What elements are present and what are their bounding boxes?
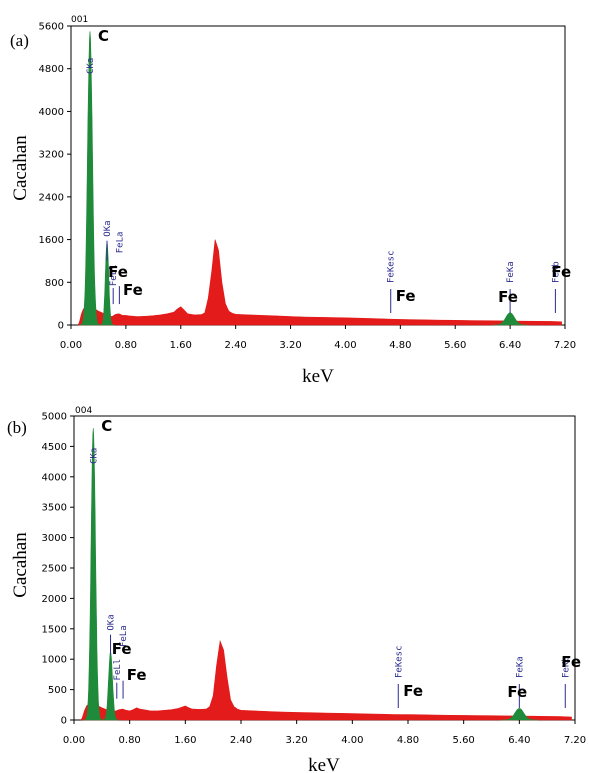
x-tick-label: 5.60 — [444, 340, 466, 351]
peak-CKa — [79, 31, 101, 326]
marker-label-CKa: CKa — [86, 58, 96, 74]
y-tick-label: 1600 — [39, 235, 64, 246]
spectrum-background — [80, 639, 572, 721]
y-tick-label: 3200 — [39, 150, 64, 161]
x-tick-label: 0.00 — [60, 340, 82, 351]
x-axis-title-a: keV — [302, 366, 334, 387]
panel-label-a: (a) — [10, 31, 29, 50]
plot-frame — [73, 415, 576, 721]
spectrum-background — [77, 239, 562, 326]
y-tick-label: 5000 — [42, 412, 67, 423]
x-tick-label: 1.60 — [174, 735, 196, 746]
x-tick-label: 3.20 — [279, 340, 301, 351]
panel-label-b: (b) — [7, 418, 27, 437]
x-tick-label: 4.80 — [389, 340, 411, 351]
marker-label-FeKb: FeKb — [561, 656, 571, 678]
x-tick-label: 4.00 — [334, 340, 356, 351]
marker-label-CKa: CKa — [89, 448, 99, 464]
x-tick-label: 3.20 — [286, 735, 308, 746]
element-label-fe: Fe — [127, 666, 147, 684]
y-tick-label: 4800 — [39, 64, 64, 75]
y-tick-label: 1000 — [42, 655, 67, 666]
x-tick-label: 2.40 — [230, 735, 252, 746]
marker-label-FeLl: FeLl — [113, 659, 123, 681]
marker-label-FeKa: FeKa — [515, 656, 525, 678]
y-tick-label: 0 — [61, 716, 67, 727]
x-tick-label: 1.60 — [170, 340, 192, 351]
y-tick-label: 2400 — [39, 192, 64, 203]
element-label-fe: Fe — [108, 263, 128, 281]
marker-label-FeKa: FeKa — [506, 261, 516, 283]
y-tick-label: 4500 — [42, 442, 67, 453]
panel-a: (a) 001 Cacahan keV 0.00 0.80 1.60 2.40 3.20… — [10, 15, 576, 387]
y-tick-label: 2000 — [42, 594, 67, 605]
x-axis-title-b: keV — [308, 755, 340, 773]
y-tick-label: 4000 — [39, 107, 64, 118]
plot-area-a: 0.00 0.80 1.60 2.40 3.20 4.00 4.80 5.60 6.40 7.20… — [39, 22, 577, 352]
x-tick-label: 0.00 — [63, 735, 85, 746]
x-tick-label: 4.00 — [341, 735, 363, 746]
plot-frame — [70, 25, 566, 326]
element-label-fe: Fe — [396, 287, 416, 305]
x-tick-label: 5.60 — [453, 735, 475, 746]
element-label-fe: Fe — [403, 682, 423, 700]
element-label-fe: Fe — [498, 288, 518, 306]
y-tick-label: 2500 — [42, 564, 67, 575]
y-tick-label: 5600 — [39, 22, 64, 33]
y-tick-label: 3000 — [42, 533, 67, 544]
marker-label-OKa: OKa — [103, 220, 113, 236]
y-tick-label: 0 — [58, 321, 64, 332]
element-label-c: C — [98, 27, 109, 45]
plot-area-b: 0.00 0.80 1.60 2.40 3.20 4.00 4.80 5.60 6.40 7.20… — [42, 412, 587, 747]
marker-label-FeLa: FeLa — [119, 625, 129, 647]
element-label-fe: Fe — [112, 640, 132, 658]
y-axis-title-a: Cacahan — [10, 135, 31, 201]
x-tick-label: 7.20 — [564, 735, 586, 746]
y-axis-title-b: Cacahan — [10, 532, 31, 598]
x-tick-label: 6.40 — [499, 340, 521, 351]
element-label-fe: Fe — [123, 281, 143, 299]
x-tick-label: 4.80 — [397, 735, 419, 746]
marker-label-FeKesc: FeKesc — [387, 250, 397, 283]
y-tick-label: 500 — [48, 685, 67, 696]
x-tick-label: 2.40 — [225, 340, 247, 351]
y-tick-label: 3500 — [42, 503, 67, 514]
element-label-fe: Fe — [561, 653, 581, 671]
y-tick-label: 800 — [45, 278, 64, 289]
x-tick-label: 0.80 — [119, 735, 141, 746]
y-tick-label: 4000 — [42, 472, 67, 483]
element-label-c: C — [101, 417, 112, 435]
marker-label-FeLa: FeLa — [115, 232, 125, 254]
marker-label-FeKb: FeKb — [551, 261, 561, 283]
peak-FeKa — [500, 708, 539, 721]
spectrum-id-b: 004 — [75, 406, 92, 416]
y-tick-label: 1500 — [42, 624, 67, 635]
peak-CKa — [83, 428, 103, 721]
marker-label-OKa: OKa — [107, 614, 117, 630]
panel-b: (b) 004 Cacahan keV 0.00 0.80 1.60 2.40 3.20… — [7, 406, 586, 773]
spectrum-id-a: 001 — [71, 15, 88, 25]
element-label-fe: Fe — [551, 263, 571, 281]
x-tick-label: 7.20 — [554, 340, 576, 351]
x-tick-label: 6.40 — [508, 735, 530, 746]
marker-label-FeLl: FeLl — [109, 264, 119, 286]
marker-label-FeKesc: FeKesc — [394, 645, 404, 678]
element-label-fe: Fe — [507, 683, 527, 701]
x-tick-label: 0.80 — [115, 340, 137, 351]
